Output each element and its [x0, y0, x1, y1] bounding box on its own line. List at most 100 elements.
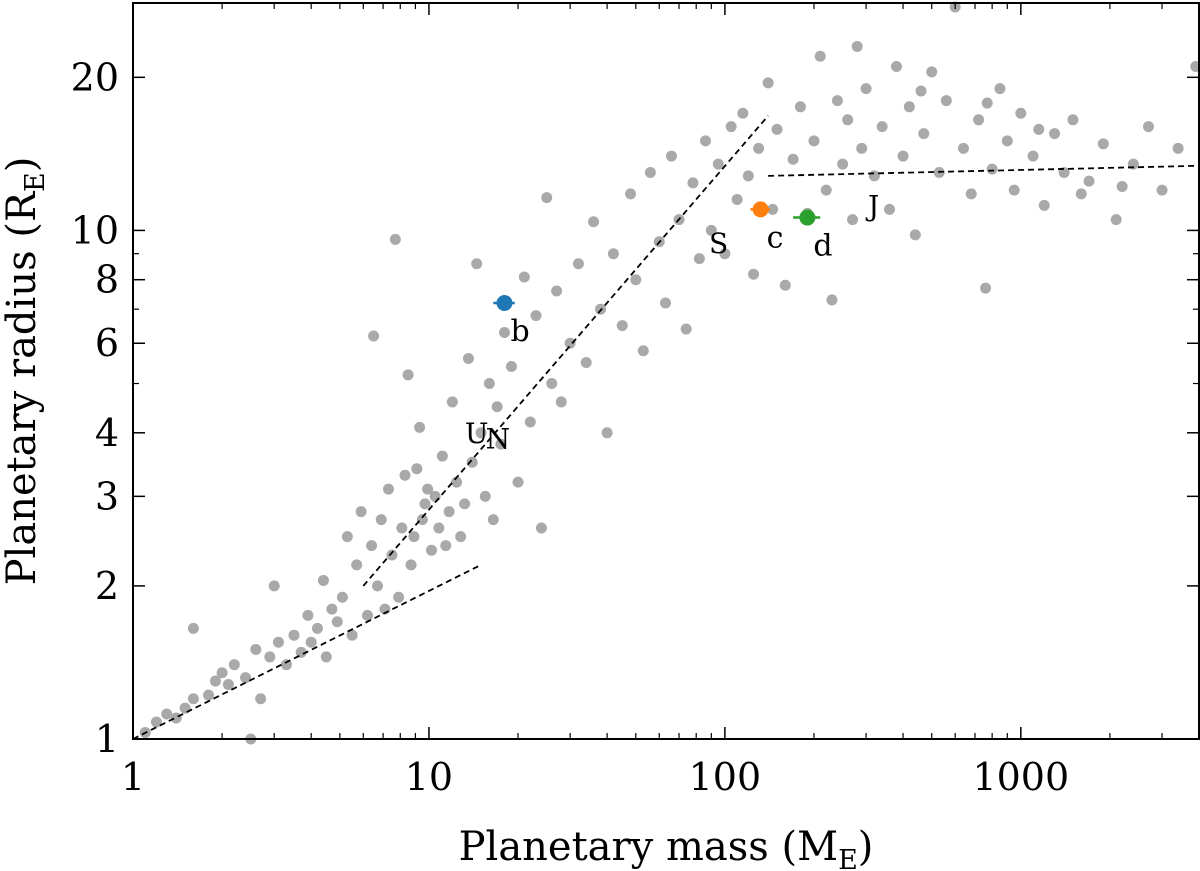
population-point: [295, 646, 307, 658]
population-point: [459, 498, 471, 510]
population-point: [462, 352, 474, 364]
population-point: [1110, 214, 1122, 226]
population-point: [355, 506, 367, 518]
population-point: [443, 506, 455, 518]
population-point: [475, 427, 487, 439]
population-point: [524, 416, 536, 428]
population-point: [1097, 138, 1109, 150]
population-point: [1142, 121, 1154, 133]
planet-c-label: c: [767, 220, 784, 255]
population-point: [541, 192, 553, 204]
population-points: [139, 1, 1200, 745]
population-point: [405, 559, 417, 571]
y-axis-label-main: Planetary radius (R: [0, 190, 45, 585]
y-tick-label: 20: [71, 55, 119, 99]
population-point: [326, 603, 338, 615]
population-point: [518, 271, 530, 283]
population-point: [779, 279, 791, 291]
planet-d-label: d: [813, 229, 832, 264]
population-point: [860, 83, 872, 95]
population-point: [580, 356, 592, 368]
population-point: [341, 531, 353, 543]
population-point: [368, 330, 380, 342]
population-point: [411, 463, 423, 475]
solar-label-S: S: [709, 227, 728, 260]
population-point: [856, 142, 868, 154]
population-point: [446, 396, 458, 408]
population-point: [161, 708, 173, 720]
population-point: [422, 483, 434, 495]
population-point: [753, 142, 765, 154]
x-axis-label: Planetary mass (ME): [459, 824, 874, 871]
x-tick-label: 1: [121, 755, 145, 799]
population-point: [693, 253, 705, 265]
population-point: [317, 574, 329, 586]
population-point: [1001, 135, 1013, 147]
population-point: [222, 678, 234, 690]
population-point: [414, 421, 426, 433]
population-point: [1027, 150, 1039, 162]
relation-line: [768, 164, 1200, 177]
population-point: [479, 490, 491, 502]
population-point: [331, 616, 343, 628]
population-point: [994, 83, 1006, 95]
population-point: [712, 158, 724, 170]
mass-radius-relations: [132, 115, 1200, 740]
population-point: [1049, 128, 1061, 140]
population-point: [625, 188, 637, 200]
population-point: [826, 294, 838, 306]
population-point: [897, 150, 909, 162]
population-point: [351, 559, 363, 571]
x-tick-label: 1000: [972, 755, 1069, 799]
population-point: [551, 285, 563, 297]
planet-b-point: [496, 294, 513, 311]
population-point: [1156, 184, 1168, 196]
x-tick-labels: 1 10 100 1000: [121, 755, 1069, 799]
population-point: [876, 121, 888, 133]
solar-system-labels: UN S J: [465, 189, 879, 455]
population-point: [1190, 61, 1200, 73]
x-axis-label-main: Planetary mass (M: [459, 824, 838, 870]
population-point: [530, 310, 542, 322]
population-point: [320, 651, 332, 663]
population-point: [402, 369, 414, 381]
population-point: [505, 361, 517, 373]
population-point: [731, 194, 743, 206]
population-point: [601, 427, 613, 439]
population-point: [419, 498, 431, 510]
population-point: [366, 540, 378, 552]
population-point: [915, 85, 927, 97]
population-point: [386, 549, 398, 561]
y-tick-labels: 1 2 3 4 6 8 10 20: [71, 55, 119, 761]
population-point: [302, 609, 314, 621]
population-point: [890, 61, 902, 73]
solar-label-J: J: [865, 189, 879, 222]
population-point: [336, 591, 348, 603]
y-tick-label: 2: [95, 564, 119, 608]
population-point: [665, 150, 677, 162]
population-point: [637, 345, 649, 357]
x-axis-label-subscript: E: [838, 845, 858, 871]
x-axis-label-close: ): [858, 824, 874, 870]
population-point: [429, 490, 441, 502]
population-point: [607, 248, 619, 260]
population-point: [742, 170, 754, 182]
population-point: [371, 580, 383, 592]
population-point: [455, 531, 467, 543]
population-point: [555, 396, 567, 408]
population-point: [396, 522, 408, 534]
population-point: [705, 224, 717, 236]
relation-line: [132, 564, 482, 740]
population-point: [288, 629, 300, 641]
population-point: [1015, 107, 1027, 119]
population-point: [451, 476, 463, 488]
population-point: [491, 401, 503, 413]
population-point: [868, 170, 880, 182]
population-point: [187, 693, 199, 705]
population-point: [425, 544, 437, 556]
population-point: [680, 323, 692, 335]
population-point: [820, 184, 832, 196]
population-point: [837, 158, 849, 170]
plot-area-frame: [132, 2, 1200, 740]
